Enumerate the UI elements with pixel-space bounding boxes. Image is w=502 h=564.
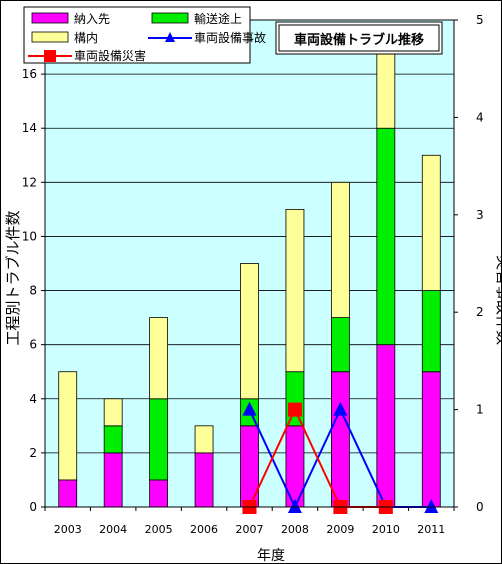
y2-axis-ticks: 0 1 2 3 4 5 — [454, 13, 484, 514]
legend-swatch — [151, 12, 189, 24]
x-axis-label: 年度 — [257, 548, 285, 564]
bar-segment — [376, 46, 396, 129]
legend-swatch — [31, 12, 69, 24]
x-tick-label: 2005 — [145, 523, 173, 536]
y-tick-label: 14 — [22, 121, 37, 135]
x-tick-label: 2010 — [372, 523, 400, 536]
bar-segment — [240, 263, 259, 400]
y2-tick-label: 0 — [476, 500, 484, 514]
bar-segment — [376, 127, 396, 346]
bar-segment — [330, 371, 350, 508]
y2-tick-label: 3 — [476, 208, 484, 222]
bar-segment — [421, 154, 441, 291]
data-point — [287, 499, 302, 513]
y2-tick-label: 4 — [476, 110, 484, 124]
lines — [242, 401, 439, 514]
bar-segment — [58, 479, 78, 508]
x-tick-label: 2011 — [417, 523, 445, 536]
bar-segment — [194, 452, 214, 508]
title-frame — [275, 21, 443, 55]
y-tick-label: 10 — [22, 229, 37, 243]
y-tick-label: 6 — [29, 338, 37, 352]
bar-segment — [330, 317, 350, 373]
x-tick-label: 2007 — [236, 523, 264, 536]
bar-segment — [330, 181, 350, 319]
y-axis-ticks: 0 2 4 6 8 10 12 14 16 — [22, 67, 45, 514]
x-tick-label: 2003 — [54, 523, 82, 536]
bar-segment — [285, 208, 305, 373]
bar-segment — [103, 452, 123, 508]
bar-segment — [149, 479, 169, 508]
bar-segment — [58, 371, 78, 481]
x-tick-label: 2008 — [281, 523, 309, 536]
legend-marker — [165, 32, 175, 42]
bar-segment — [194, 425, 214, 454]
legend-label: 構内 — [74, 31, 98, 45]
bar-segment — [149, 398, 169, 481]
y2-tick-label: 5 — [476, 13, 484, 27]
legend-swatch — [31, 31, 69, 43]
y-tick-label: 2 — [29, 446, 37, 460]
bar-segment — [376, 344, 396, 508]
y-tick-label: 4 — [29, 392, 37, 406]
x-tick-label: 2009 — [326, 523, 354, 536]
legend-label: 納入先 — [74, 12, 110, 26]
x-tick-label: 2004 — [99, 523, 127, 536]
title-inner-frame — [278, 24, 440, 52]
x-axis-ticks: 2003 2004 2005 2006 2007 2008 2009 2010 2011 — [44, 507, 455, 536]
y2-tick-label: 1 — [476, 403, 484, 417]
y2-tick-label: 2 — [476, 305, 484, 319]
bar-segment — [421, 371, 441, 508]
bar-segment — [421, 290, 441, 373]
bar-segment — [103, 425, 123, 454]
x-tick-label: 2006 — [190, 523, 218, 536]
legend-label: 輸送途上 — [194, 11, 242, 26]
y-tick-label: 8 — [29, 284, 37, 298]
y2-axis-label: 災害事故件数 — [494, 255, 502, 345]
y-tick-label: 12 — [22, 175, 37, 189]
bar-segment — [285, 371, 305, 427]
data-point — [287, 402, 302, 417]
data-point — [242, 401, 257, 416]
data-point — [333, 401, 348, 416]
legend-label: 車両設備事故 — [194, 30, 266, 45]
bars — [58, 46, 441, 508]
data-point — [424, 499, 439, 513]
legend-label: 車両設備災害 — [74, 48, 146, 63]
y-tick-label: 16 — [22, 67, 37, 81]
bar-segment — [149, 317, 169, 400]
chart-title-box: 車両設備トラブル推移 — [275, 21, 443, 55]
bar-segment — [103, 398, 123, 427]
y-tick-label: 0 — [29, 500, 37, 514]
legend-marker — [44, 50, 56, 62]
y-axis-label: 工程別トラブル件数 — [4, 210, 22, 345]
chart-title: 車両設備トラブル推移 — [294, 32, 424, 48]
